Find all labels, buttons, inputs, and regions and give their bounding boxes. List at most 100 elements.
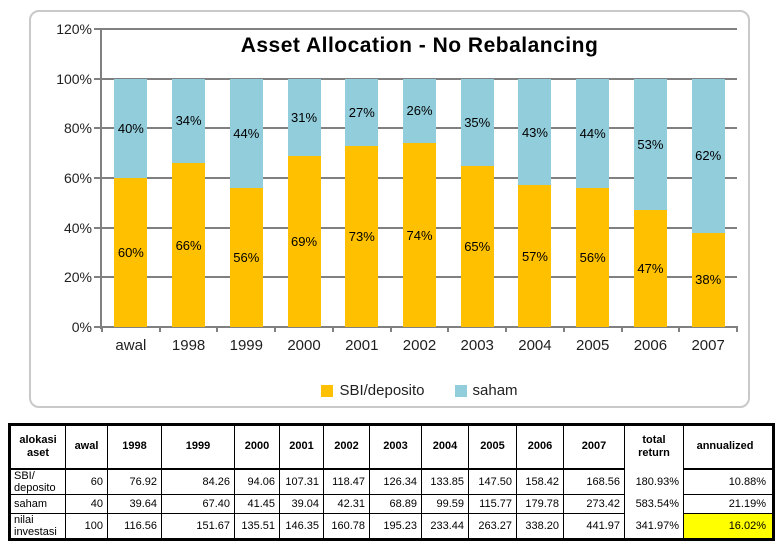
bar-group: 35% 65% <box>460 78 494 327</box>
header-cell-total-return: total return <box>624 424 684 469</box>
table-cell: 147.50 <box>468 468 517 495</box>
table-cell: 60 <box>65 468 108 495</box>
x-axis-tick <box>620 326 623 332</box>
gridline <box>102 28 737 30</box>
table-cell: 99.59 <box>421 494 469 514</box>
y-axis-tick <box>94 226 102 229</box>
saham-percent-label: 53% <box>637 136 664 152</box>
bar-segment-saham: 40% <box>114 78 148 178</box>
y-axis-tick <box>94 127 102 130</box>
header-cell: 2005 <box>468 424 517 470</box>
chart-legend: SBI/deposito saham <box>102 382 737 399</box>
bar-segment-sbi-deposito: 56% <box>229 187 263 327</box>
legend-label: SBI/deposito <box>339 382 425 399</box>
y-axis-line <box>100 29 102 329</box>
bar-group: 40% 60% <box>114 78 148 327</box>
table-cell: 160.78 <box>323 513 370 540</box>
sbi-deposito-percent-label: 69% <box>291 233 318 249</box>
x-axis-tick <box>447 326 450 332</box>
table-cell: 168.56 <box>563 468 625 495</box>
bar-segment-saham: 44% <box>229 78 263 188</box>
sbi-deposito-percent-label: 47% <box>637 261 664 277</box>
x-axis-category-label: 2001 <box>345 337 379 354</box>
chart-title: Asset Allocation - No Rebalancing <box>240 34 599 57</box>
x-axis-category-label: 2002 <box>402 337 437 354</box>
x-axis-category-label: awal <box>115 337 147 354</box>
table-cell: 273.42 <box>563 494 625 514</box>
x-axis-category-label: 2005 <box>575 337 610 354</box>
x-axis-tick <box>101 326 103 332</box>
total-return-cell: 180.93% <box>624 468 684 495</box>
bar-group: 27% 73% <box>345 78 379 327</box>
table-row-nilai-investasi: nilai investasi 100 116.56 151.67 135.51… <box>9 513 774 540</box>
bar-segment-sbi-deposito: 60% <box>114 178 148 327</box>
bar-segment-saham: 44% <box>576 78 610 188</box>
table-cell: 126.34 <box>369 468 422 495</box>
annualized-cell: 10.88% <box>683 468 774 495</box>
sbi-deposito-percent-label: 38% <box>695 272 722 288</box>
y-axis-tick-label: 100% <box>56 70 92 87</box>
table-cell: 40 <box>65 494 108 514</box>
header-cell: 2003 <box>369 424 422 470</box>
table-cell: 42.31 <box>323 494 370 514</box>
bar-group: 53% 47% <box>633 78 667 327</box>
sbi-deposito-swatch-icon <box>321 384 334 397</box>
table-row-sbi-deposito: SBI/ deposito 60 76.92 84.26 94.06 107.3… <box>9 468 774 495</box>
header-cell-annualized: annualized <box>683 424 774 470</box>
table-cell: 107.31 <box>279 468 324 495</box>
gridline <box>102 326 737 328</box>
table-cell: 116.56 <box>107 513 162 540</box>
table-cell: 115.77 <box>468 494 517 514</box>
header-cell: 2007 <box>563 424 625 470</box>
bar-segment-saham: 26% <box>403 78 436 144</box>
sbi-deposito-percent-label: 73% <box>348 228 375 244</box>
header-cell: 2006 <box>516 424 564 470</box>
total-return-cell: 341.97% <box>624 513 684 540</box>
y-axis-tick-label: 120% <box>56 21 92 37</box>
x-axis-tick <box>158 326 161 332</box>
sbi-deposito-percent-label: 74% <box>406 227 433 243</box>
table-cell: 233.44 <box>421 513 469 540</box>
x-axis-tick <box>562 326 565 332</box>
bar-group: 44% 56% <box>576 78 610 327</box>
bar-segment-sbi-deposito: 56% <box>576 187 610 327</box>
x-axis-tick <box>274 326 277 332</box>
table-cell: 76.92 <box>107 468 162 495</box>
x-axis-category-label: 2006 <box>633 337 668 354</box>
x-axis-tick <box>216 326 219 332</box>
saham-percent-label: 44% <box>233 125 260 141</box>
allocation-data-table: alokasi aset awal 1998 1999 2000 2001 20… <box>8 423 775 541</box>
annualized-cell: 21.19% <box>683 494 774 514</box>
table-row-saham: saham 40 39.64 67.40 41.45 39.04 42.31 6… <box>9 494 774 514</box>
table-cell: 135.51 <box>234 513 280 540</box>
y-axis-tick <box>94 326 102 328</box>
header-cell: 2000 <box>234 424 280 470</box>
bar-segment-sbi-deposito: 66% <box>172 163 206 327</box>
legend-label: saham <box>472 382 518 399</box>
bar-segment-sbi-deposito: 47% <box>633 210 667 327</box>
x-axis-category-label: 1998 <box>171 337 206 354</box>
table-cell: 151.67 <box>161 513 235 540</box>
saham-percent-label: 26% <box>406 103 433 119</box>
header-cell: 1998 <box>107 424 162 470</box>
sbi-deposito-percent-label: 66% <box>175 237 202 253</box>
header-cell: 2001 <box>279 424 324 470</box>
bar-group: 62% 38% <box>691 78 725 327</box>
table-cell: 179.78 <box>516 494 564 514</box>
y-axis-tick <box>94 177 102 179</box>
legend-item-sbi-deposito: SBI/deposito <box>321 382 425 399</box>
bar-segment-sbi-deposito: 74% <box>403 143 436 327</box>
sbi-deposito-percent-label: 56% <box>233 249 260 265</box>
saham-percent-label: 34% <box>175 113 202 129</box>
table-cell: 39.64 <box>107 494 162 514</box>
y-axis-tick <box>94 28 102 30</box>
bar-group: 31% 69% <box>287 78 321 327</box>
row-label: nilai investasi <box>9 513 66 540</box>
table-cell: 94.06 <box>234 468 280 495</box>
bar-segment-saham: 31% <box>287 78 321 156</box>
header-cell: 1999 <box>161 424 235 470</box>
y-axis-tick-label: 80% <box>63 120 92 137</box>
bar-group: 34% 66% <box>172 78 206 327</box>
table-cell: 441.97 <box>563 513 625 540</box>
